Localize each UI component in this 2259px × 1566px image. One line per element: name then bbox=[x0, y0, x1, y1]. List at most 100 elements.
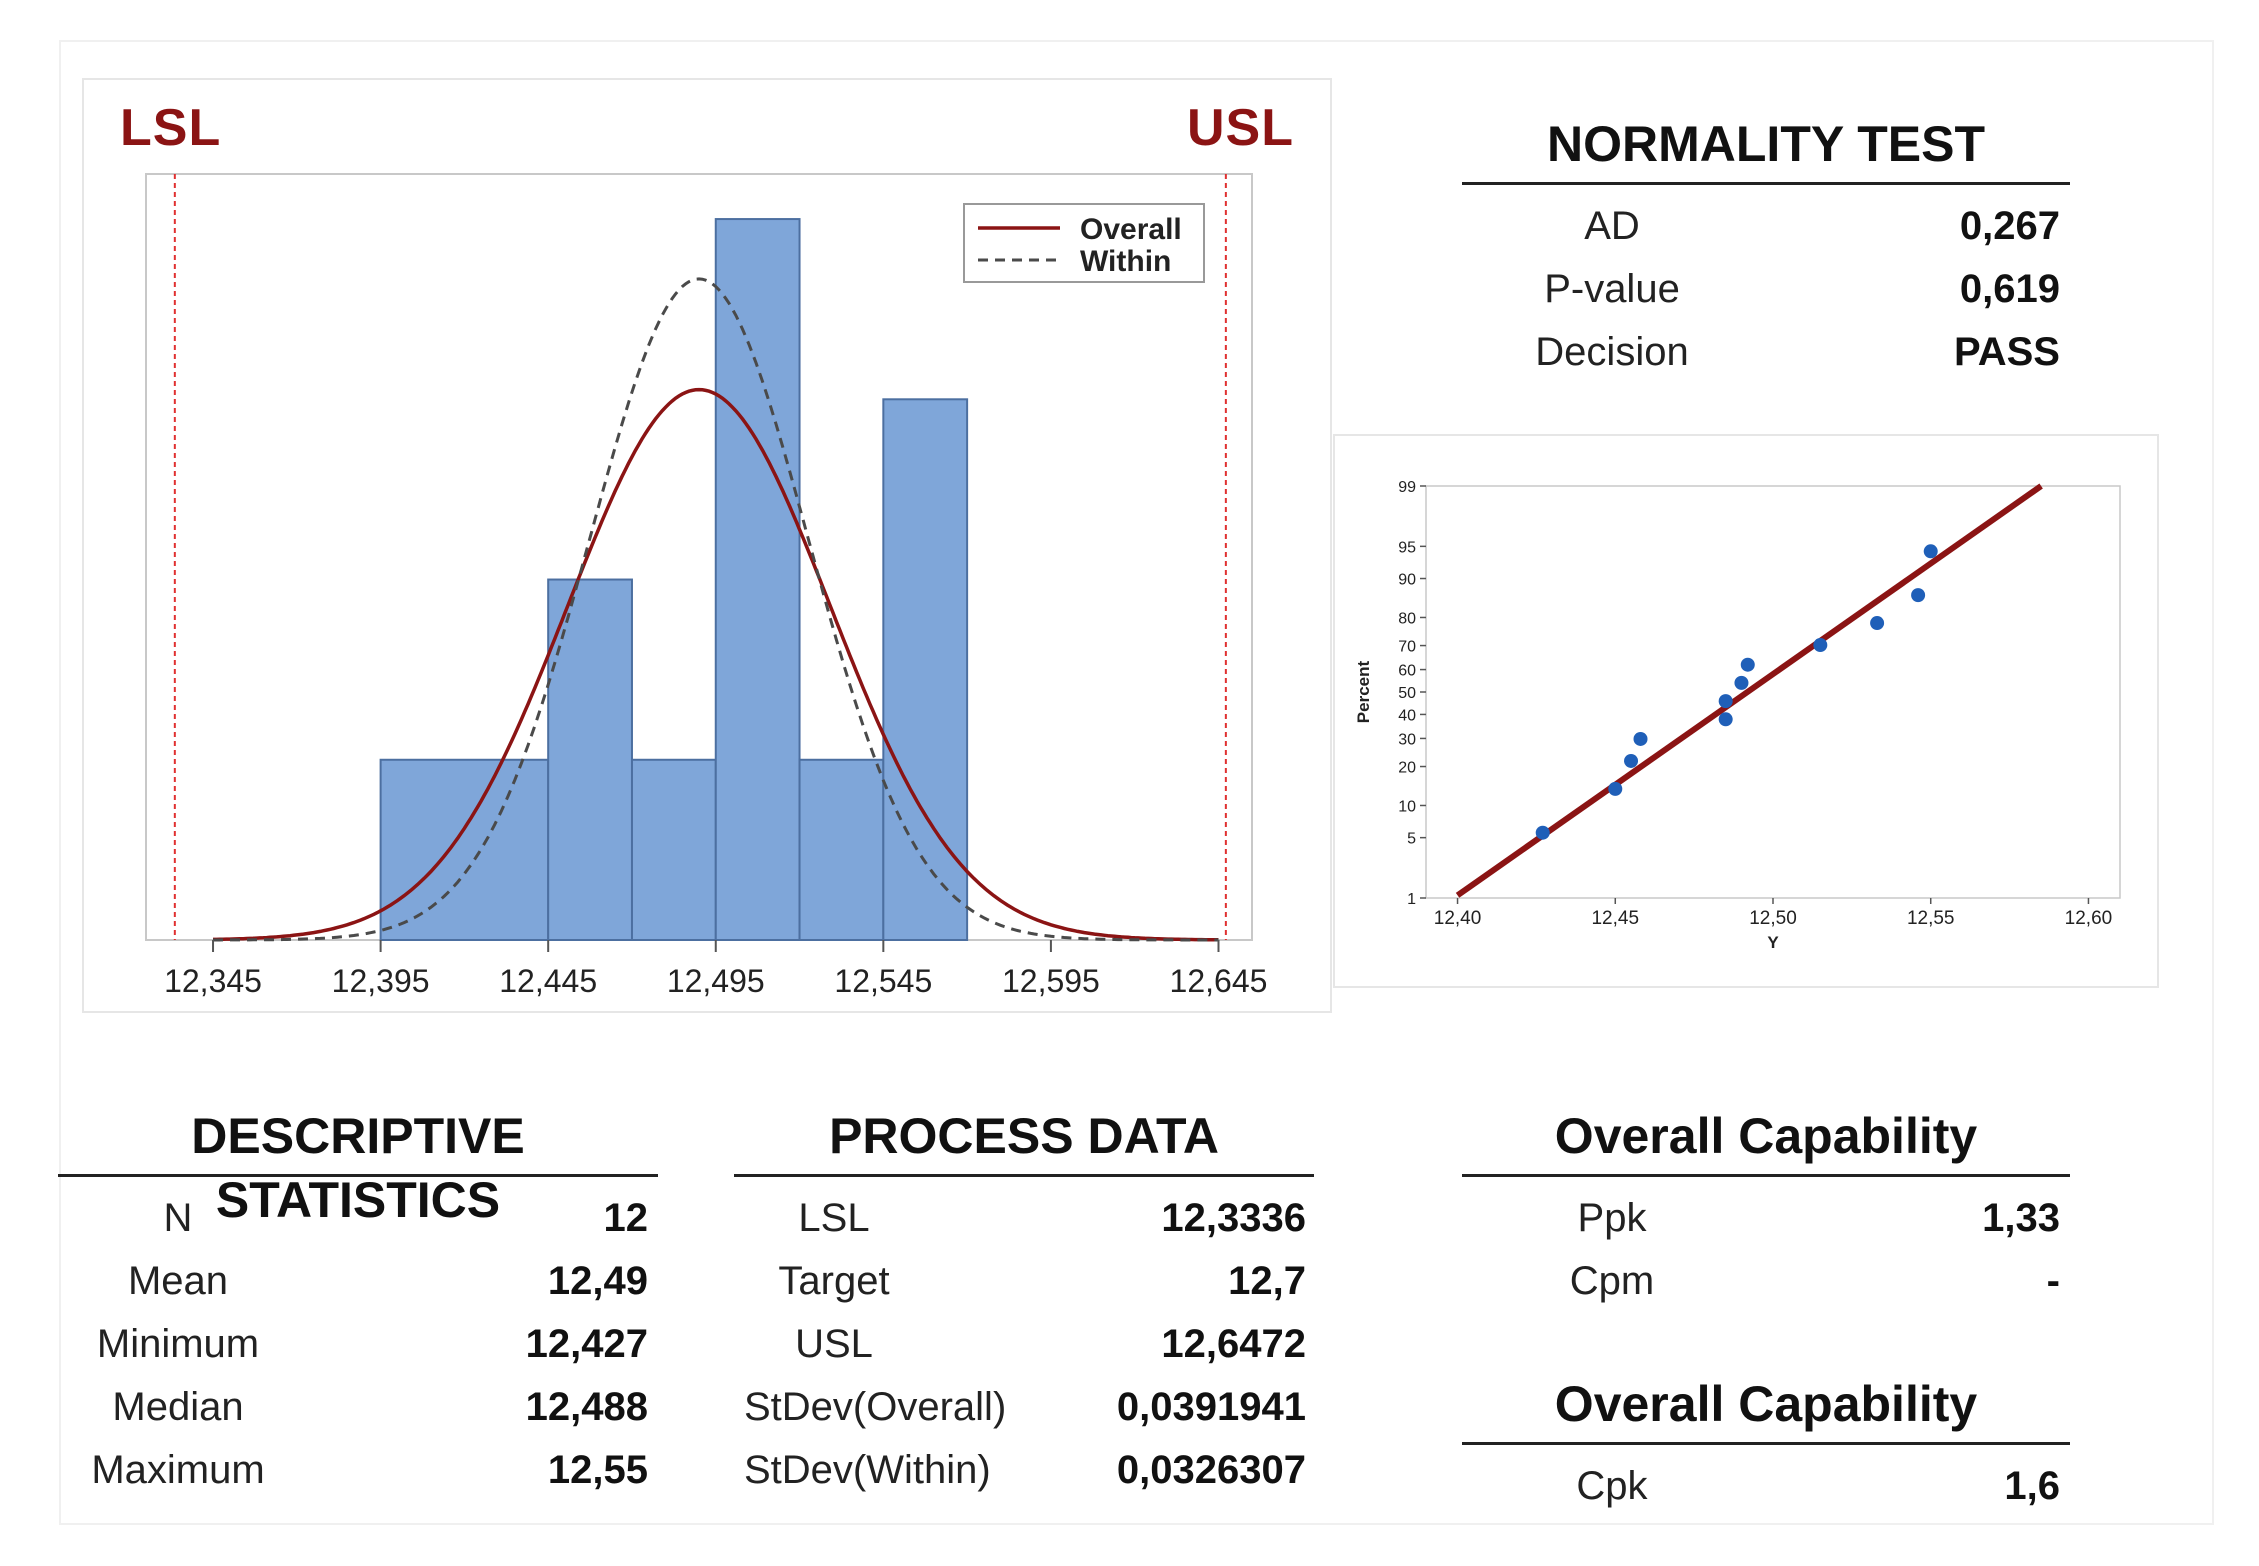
stat-label: Mean bbox=[127, 1259, 229, 1303]
usl-label: USL bbox=[1187, 99, 1294, 157]
lsl-label: LSL bbox=[120, 99, 222, 157]
stat-value: 1,6 bbox=[2004, 1464, 2060, 1508]
legend-within-label: Within bbox=[1080, 245, 1171, 278]
overall-capability-divider bbox=[1462, 1174, 2070, 1177]
y-axis-title: Percent bbox=[1354, 660, 1373, 723]
stat-label: Ppk bbox=[1577, 1196, 1647, 1240]
data-point bbox=[1624, 753, 1639, 768]
overall-capability-title: Overall Capability bbox=[1554, 1108, 1978, 1164]
data-point bbox=[1911, 588, 1926, 603]
stat-row: P-value 0,619 bbox=[1462, 258, 2070, 321]
stat-row: N 12 bbox=[58, 1187, 658, 1250]
y-tick-label: 80 bbox=[1398, 610, 1416, 627]
process-data-block: PROCESS DATA LSL 12,3336 Target 12,7 USL 12,6… bbox=[734, 1104, 1314, 1502]
stat-label: LSL bbox=[798, 1196, 870, 1240]
stat-row: Maximum 12,55 bbox=[58, 1439, 658, 1502]
x-tick-label: 12,395 bbox=[332, 963, 430, 999]
stat-row: Decision PASS bbox=[1462, 321, 2070, 384]
within-capability-table: Cpk 1,6 bbox=[1462, 1455, 2070, 1518]
stat-value: 12 bbox=[603, 1196, 649, 1240]
stat-row: LSL 12,3336 bbox=[734, 1187, 1314, 1250]
stat-label: StDev(Overall) bbox=[744, 1385, 1007, 1429]
descriptive-table: N 12 Mean 12,49 Minimum 12,427 Median 12,488 Max… bbox=[58, 1187, 658, 1502]
x-tick-label: 12,445 bbox=[499, 963, 597, 999]
stat-value: 12,7 bbox=[1228, 1259, 1306, 1303]
stat-label: StDev(Within) bbox=[744, 1448, 991, 1492]
stat-value: 12,6472 bbox=[1161, 1322, 1306, 1366]
normal-probability-plot: 1 5 10 20 30 40 50 60 70 80 90 95 99 12,40 12,45 12,50 1… bbox=[1354, 479, 2121, 952]
x-tick-label: 12,55 bbox=[1907, 908, 1955, 929]
stat-value: - bbox=[2046, 1259, 2060, 1303]
stat-label: Maximum bbox=[91, 1448, 265, 1492]
report-frame bbox=[59, 40, 2214, 1525]
fit-line bbox=[1455, 483, 2043, 898]
stat-label: Minimum bbox=[96, 1322, 260, 1366]
legend-overall-label: Overall bbox=[1080, 213, 1182, 246]
stat-value: 12,49 bbox=[547, 1259, 648, 1303]
legend-box bbox=[963, 203, 1205, 283]
stat-label: Median bbox=[112, 1385, 244, 1429]
x-tick-label: 12,645 bbox=[1170, 963, 1268, 999]
stat-row: Target 12,7 bbox=[734, 1250, 1314, 1313]
stat-value: 0,267 bbox=[1959, 204, 2060, 248]
y-tick-label: 30 bbox=[1398, 731, 1416, 748]
within-capability-divider bbox=[1462, 1442, 2070, 1445]
y-tick-label: 20 bbox=[1398, 760, 1416, 777]
x-tick-label: 12,495 bbox=[667, 963, 765, 999]
stat-label: Cpk bbox=[1576, 1464, 1648, 1508]
y-tick-label: 40 bbox=[1398, 707, 1416, 724]
capability-histogram-panel: LSL USL 12,345 12,395 12,445 12,495 12,545 12… bbox=[82, 78, 1332, 1013]
histogram-bar bbox=[630, 758, 717, 941]
stat-value: 0,0391941 bbox=[1116, 1385, 1306, 1429]
histogram-bar bbox=[882, 398, 969, 941]
stat-row: AD 0,267 bbox=[1462, 195, 2070, 258]
stat-row: StDev(Within) 0,0326307 bbox=[734, 1439, 1314, 1502]
x-axis-title: Y bbox=[1767, 933, 1779, 952]
capability-histogram: 12,345 12,395 12,445 12,495 12,545 12,595 12,6… bbox=[145, 173, 1268, 999]
normality-divider bbox=[1462, 182, 2070, 185]
overall-capability-block: Overall Capability Ppk 1,33 Cpm - bbox=[1462, 1104, 2070, 1313]
x-tick-label: 12,45 bbox=[1591, 908, 1639, 929]
x-tick-label: 12,50 bbox=[1749, 908, 1797, 929]
y-tick-label: 90 bbox=[1398, 572, 1416, 589]
x-tick-label: 12,345 bbox=[164, 963, 262, 999]
histogram-bar bbox=[379, 758, 550, 941]
data-point bbox=[1608, 781, 1623, 796]
stat-row: Cpk 1,6 bbox=[1462, 1455, 2070, 1518]
data-point bbox=[1535, 825, 1550, 840]
data-point bbox=[1718, 694, 1733, 709]
stat-label: USL bbox=[795, 1322, 873, 1366]
y-tick-label: 5 bbox=[1407, 831, 1416, 848]
prob-plot-area bbox=[1425, 485, 2121, 899]
stat-row: Cpm - bbox=[1462, 1250, 2070, 1313]
x-tick-label: 12,595 bbox=[1002, 963, 1100, 999]
y-tick-label: 95 bbox=[1398, 539, 1416, 556]
stat-value: 0,0326307 bbox=[1116, 1448, 1306, 1492]
process-divider bbox=[734, 1174, 1314, 1177]
stat-label: AD bbox=[1584, 204, 1640, 248]
within-capability-block: Overall Capability Cpk 1,6 bbox=[1462, 1372, 2070, 1518]
descriptive-statistics-title: DESCRIPTIVE STATISTICS bbox=[191, 1108, 525, 1228]
stat-label: Decision bbox=[1535, 330, 1689, 374]
data-point bbox=[1923, 544, 1938, 559]
stat-value: 12,3336 bbox=[1161, 1196, 1306, 1240]
stat-row: Mean 12,49 bbox=[58, 1250, 658, 1313]
histogram-bar bbox=[547, 578, 633, 941]
data-point bbox=[1633, 731, 1648, 746]
y-tick-label: 99 bbox=[1398, 479, 1416, 496]
x-tick-label: 12,40 bbox=[1434, 908, 1482, 929]
normality-test-block: NORMALITY TEST AD 0,267 P-value 0,619 Decisi… bbox=[1462, 112, 2070, 384]
data-point bbox=[1740, 657, 1755, 672]
data-point bbox=[1734, 675, 1749, 690]
y-tick-label: 50 bbox=[1398, 685, 1416, 702]
overall-curve bbox=[213, 387, 1219, 942]
stat-row: Minimum 12,427 bbox=[58, 1313, 658, 1376]
data-point bbox=[1870, 616, 1885, 631]
x-tick-label: 12,545 bbox=[834, 963, 932, 999]
stat-label: Target bbox=[778, 1259, 890, 1303]
stat-row: Ppk 1,33 bbox=[1462, 1187, 2070, 1250]
data-point bbox=[1718, 712, 1733, 727]
data-point bbox=[1813, 638, 1828, 653]
descriptive-statistics-block: DESCRIPTIVE STATISTICS N 12 Mean 12,49 Minim… bbox=[58, 1104, 658, 1502]
stat-label: N bbox=[163, 1196, 193, 1240]
